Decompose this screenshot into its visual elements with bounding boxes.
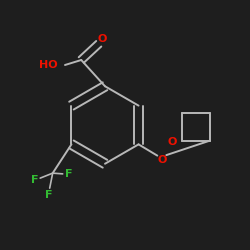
Text: O: O [158, 155, 167, 165]
Text: F: F [31, 175, 38, 185]
Text: F: F [45, 190, 53, 200]
Text: HO: HO [39, 60, 58, 70]
Text: F: F [65, 168, 73, 178]
Text: O: O [168, 137, 177, 147]
Text: O: O [97, 34, 107, 44]
